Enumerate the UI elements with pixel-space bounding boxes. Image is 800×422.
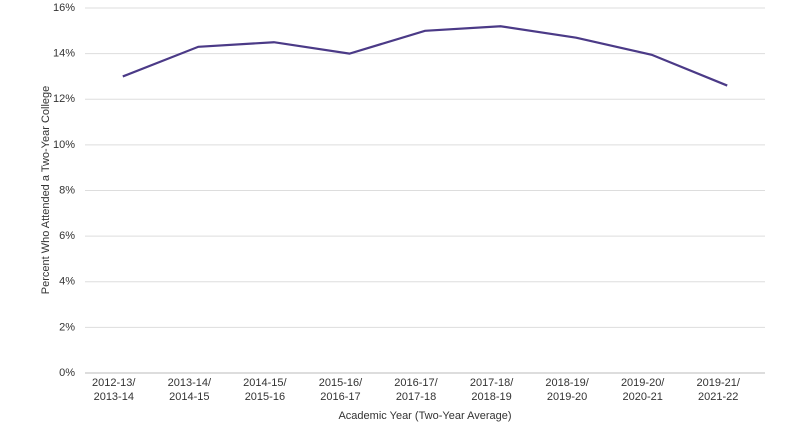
x-tick-label: 2013-14/ 2014-15 — [167, 377, 212, 403]
y-tick-label: 14% — [53, 48, 75, 60]
x-tick-label: 2014-15/ 2015-16 — [243, 377, 287, 403]
y-tick-label: 8% — [59, 184, 75, 196]
y-tick-label: 12% — [53, 93, 75, 105]
x-tick-label: 2017-18/ 2018-19 — [469, 377, 514, 403]
y-axis-title: Percent Who Attended a Two-Year College — [40, 86, 52, 295]
x-tick-label: 2019-21/ 2021-22 — [696, 377, 740, 403]
x-tick-label: 2012-13/ 2013-14 — [92, 377, 136, 403]
x-tick-label: 2018-19/ 2019-20 — [545, 377, 589, 403]
y-tick-label: 10% — [53, 139, 75, 151]
y-tick-label: 16% — [53, 2, 75, 14]
y-tick-label: 4% — [59, 276, 75, 288]
x-tick-label: 2015-16/ 2016-17 — [318, 377, 363, 403]
x-tick-label: 2016-17/ 2017-18 — [394, 377, 438, 403]
y-tick-label: 0% — [59, 367, 75, 379]
data-line — [122, 25, 728, 87]
y-tick-label: 2% — [59, 321, 75, 333]
y-tick-label: 6% — [59, 230, 75, 242]
x-axis-title: Academic Year (Two-Year Average) — [338, 410, 512, 422]
x-tick-label: 2019-20/ 2020-21 — [620, 377, 665, 403]
